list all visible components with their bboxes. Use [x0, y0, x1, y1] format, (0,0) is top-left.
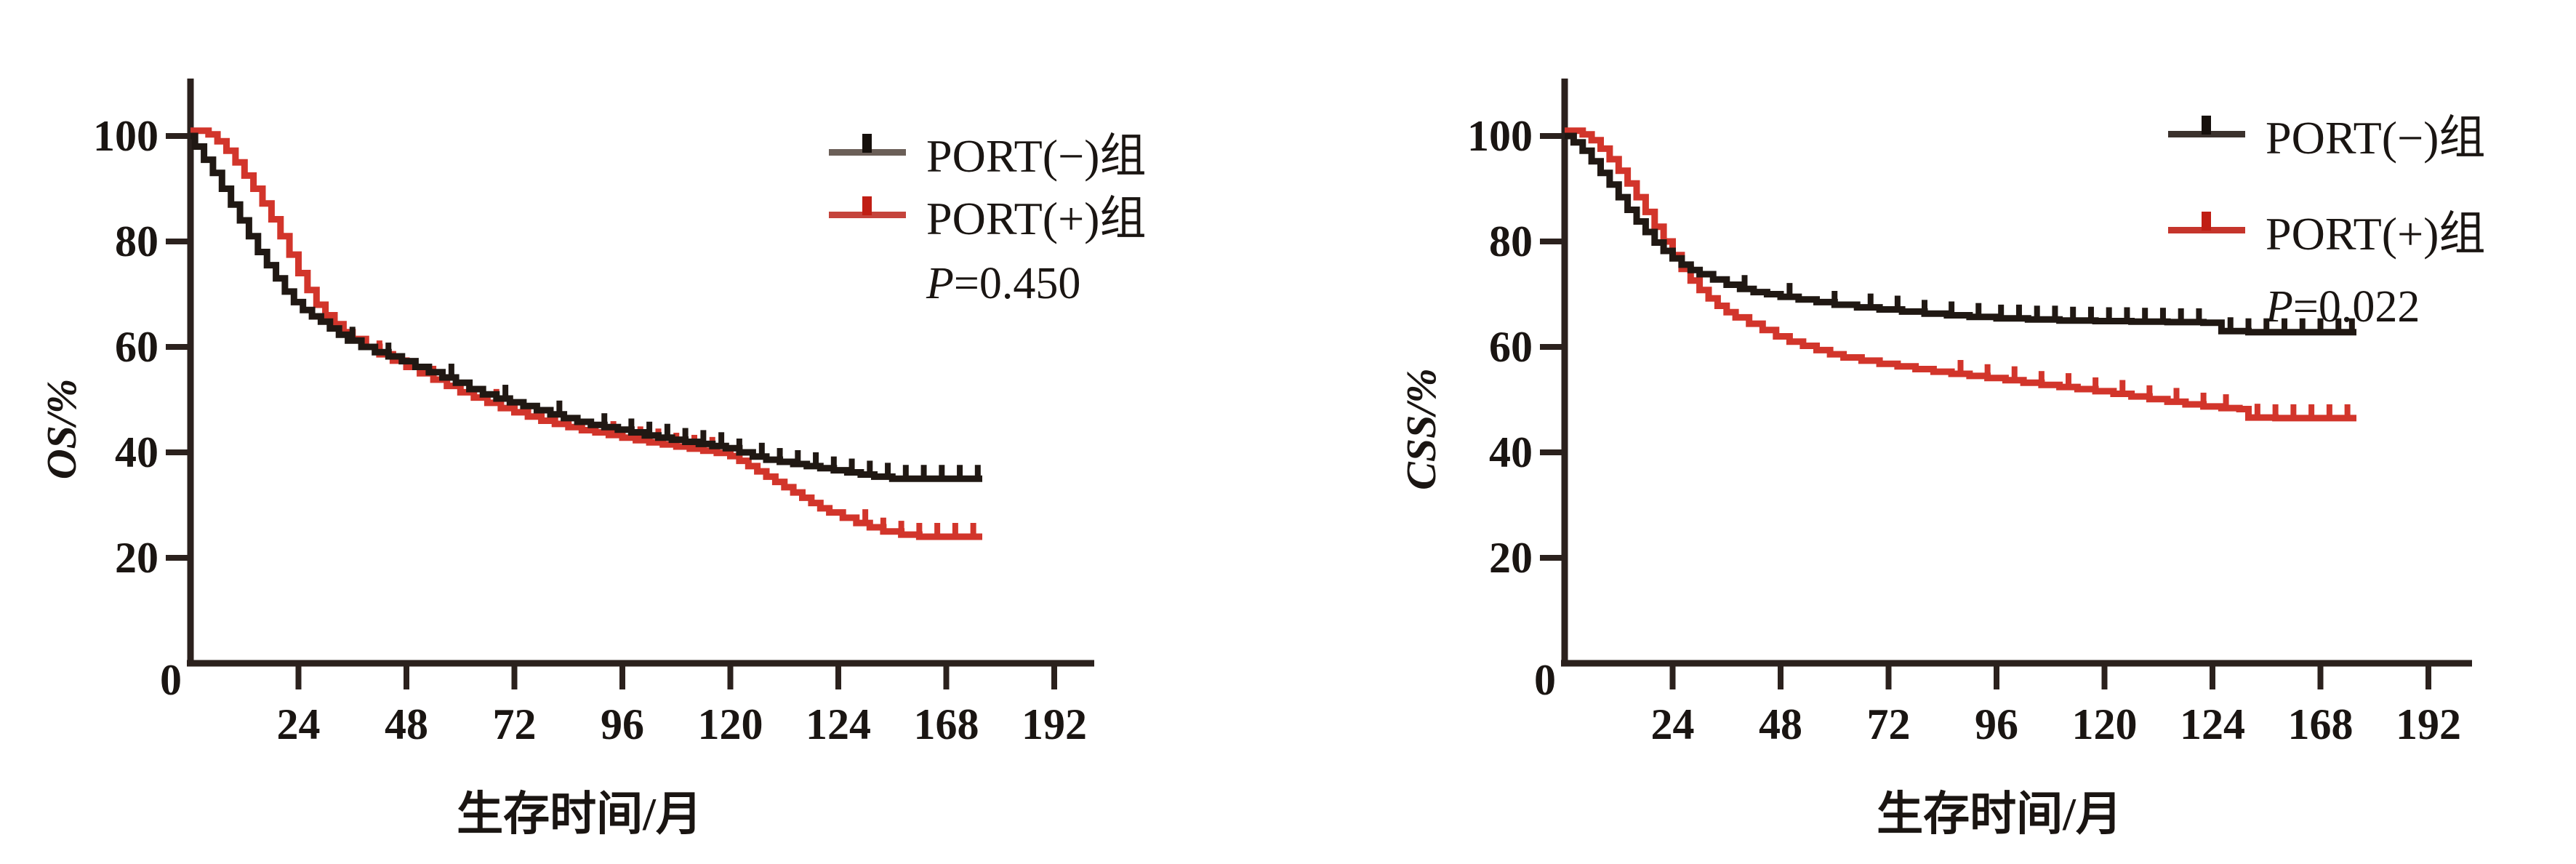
x-tick-label: 192 [2396, 700, 2461, 748]
css-legend-row-port-pos: PORT(+)组 [2168, 195, 2485, 265]
km-line-sample-icon [829, 196, 906, 218]
x-tick-label: 24 [276, 700, 321, 748]
x-tick-label: 72 [492, 700, 537, 748]
css-legend: PORT(−)组 PORT(+)组 P=0.022 [2168, 99, 2485, 335]
x-tick-label: 168 [2287, 700, 2354, 748]
y-tick-label: 0 [160, 656, 182, 704]
os-plot-area [166, 79, 1094, 689]
y-tick-label: 80 [1489, 217, 1533, 265]
css-x-axis-label: 生存时间/月 [1877, 788, 2122, 840]
x-tick-label: 124 [2180, 700, 2245, 748]
y-tick-label: 100 [1467, 112, 1533, 160]
y-tick-label: 60 [115, 323, 159, 371]
os-legend: PORT(−)组 PORT(+)组 P=0.450 [829, 121, 1146, 311]
y-tick-label: 20 [115, 534, 159, 582]
x-tick-label: 72 [1866, 700, 1911, 748]
x-tick-label: 120 [697, 700, 763, 748]
x-tick-label: 96 [1975, 700, 2018, 748]
os-survival-chart: OS/% 生存时间/月 100 80 60 40 20 0 24 48 72 96 120 124 1… [38, 79, 1146, 840]
y-tick-label: 20 [1489, 534, 1533, 582]
css-legend-label-port-neg: PORT(−)组 [2266, 112, 2486, 164]
x-tick-label: 96 [601, 700, 644, 748]
css-plot-area [1540, 79, 2472, 689]
y-tick-label: 40 [1489, 428, 1533, 476]
y-tick-label: 100 [93, 112, 159, 160]
censor-tick-icon [862, 133, 872, 153]
y-tick-label: 80 [115, 217, 159, 265]
x-tick-label: 192 [1022, 700, 1087, 748]
x-tick-label: 24 [1650, 700, 1695, 748]
censor-tick-icon [2202, 115, 2211, 135]
css-legend-label-port-pos: PORT(+)组 [2266, 208, 2486, 260]
css-survival-chart: CSS/% 生存时间/月 100 80 60 40 20 0 24 48 72 96 120 124… [1288, 0, 2576, 864]
km-line-sample-icon [2168, 115, 2245, 137]
km-curve-port-neg [1565, 132, 2356, 336]
os-p-value: P=0.450 [926, 259, 1081, 308]
km-curve-port-pos [190, 127, 982, 540]
css-p-value: P=0.022 [2266, 282, 2420, 332]
km-curve-port-pos [1565, 127, 2356, 422]
x-tick-label: 48 [1759, 700, 1802, 748]
css-legend-row-port-neg: PORT(−)组 [2168, 99, 2485, 169]
os-legend-row-port-pos: PORT(+)组 [829, 183, 1146, 246]
y-tick-label: 0 [1534, 656, 1556, 704]
censor-tick-icon [862, 196, 872, 215]
censor-tick-icon [2202, 211, 2211, 231]
y-tick-label: 40 [115, 428, 159, 476]
x-tick-label: 124 [806, 700, 871, 748]
x-tick-label: 168 [913, 700, 979, 748]
os-legend-label-port-pos: PORT(+)组 [926, 193, 1147, 244]
km-line-sample-icon [2168, 211, 2245, 233]
km-line-sample-icon [829, 133, 906, 156]
os-x-axis-label: 生存时间/月 [457, 788, 702, 840]
x-tick-label: 48 [385, 700, 428, 748]
km-curve-port-neg [190, 132, 982, 482]
os-legend-row-port-neg: PORT(−)组 [829, 121, 1146, 183]
x-tick-label: 120 [2071, 700, 2138, 748]
os-legend-label-port-neg: PORT(−)组 [926, 130, 1147, 182]
y-tick-label: 60 [1489, 323, 1533, 371]
